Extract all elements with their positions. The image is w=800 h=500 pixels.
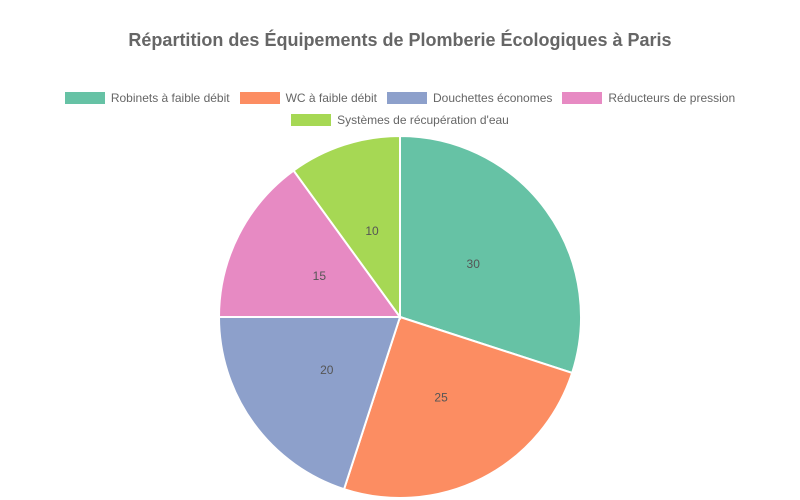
legend-swatch (64, 92, 105, 104)
legend-swatch (562, 92, 603, 104)
slice-value-label: 20 (320, 363, 334, 377)
pie-slice[interactable] (217, 169, 402, 318)
legend-label: Douchettes économes (432, 91, 553, 105)
legend-label: Réducteurs de pression (608, 91, 736, 105)
legend-label: Robinets à faible débit (110, 91, 230, 105)
legend-row-2: Systèmes de récupération d'eau (0, 113, 800, 127)
slice-value-label: 30 (467, 257, 481, 271)
pie-slice[interactable] (292, 134, 401, 321)
legend-label: Systèmes de récupération d'eau (337, 113, 509, 127)
pie-slice[interactable] (399, 134, 582, 375)
legend-item-wc[interactable]: WC à faible débit (239, 91, 377, 105)
pie-slices (217, 134, 582, 499)
legend-swatch (386, 92, 427, 104)
legend-row-1: Robinets à faible débit WC à faible débi… (0, 91, 800, 105)
legend-swatch (239, 92, 280, 104)
legend-item-robinets[interactable]: Robinets à faible débit (64, 91, 230, 105)
slice-value-label: 25 (434, 391, 448, 405)
legend-swatch (291, 114, 332, 126)
pie-labels: 30 25 20 15 10 (313, 224, 481, 405)
pie-slice[interactable] (217, 316, 402, 491)
pie-slice[interactable] (342, 315, 574, 499)
legend-label: WC à faible débit (285, 91, 377, 105)
chart-title: Répartition des Équipements de Plomberie… (128, 30, 672, 50)
legend-item-douchettes[interactable]: Douchettes économes (386, 91, 553, 105)
legend-item-recuperation[interactable]: Systèmes de récupération d'eau (291, 113, 509, 127)
slice-value-label: 10 (365, 224, 379, 238)
legend-item-reducteurs[interactable]: Réducteurs de pression (562, 91, 735, 105)
slice-value-label: 15 (313, 269, 327, 283)
